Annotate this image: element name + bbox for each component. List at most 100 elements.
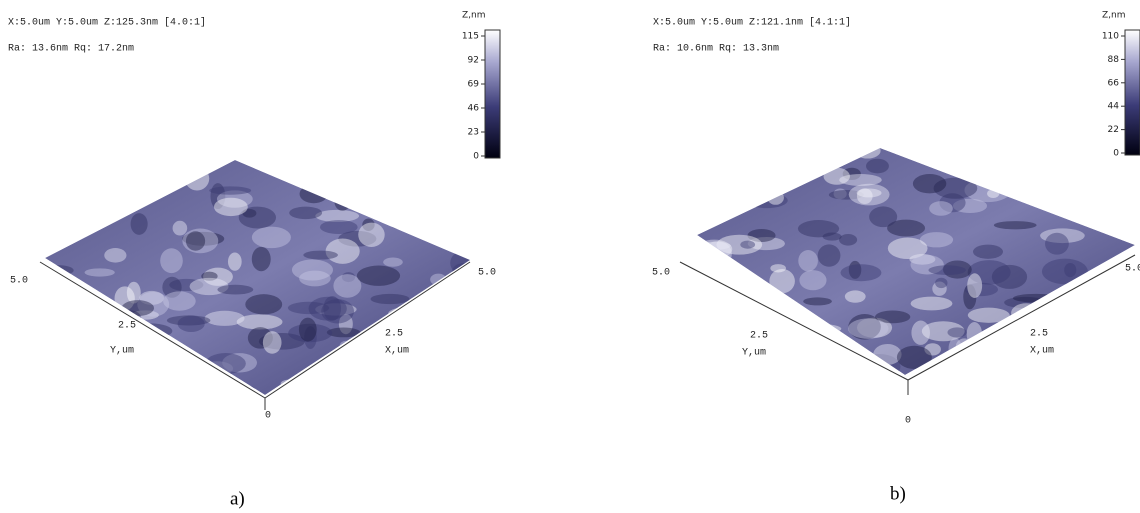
colorbar-tick-label: 69 [468,80,480,90]
surface-3d [26,149,480,405]
surface-feature [205,311,245,326]
surface-feature [848,318,889,338]
surface-base [45,160,470,395]
surface-feature [994,221,1037,229]
colorbar-tick-label: 23 [468,128,479,138]
surface-feature [1107,173,1138,192]
colorbar-tick-label: 0 [1113,149,1119,159]
surface-feature [911,297,953,311]
surface-feature [299,318,317,342]
surface-feature [339,379,379,391]
surface-feature [743,170,770,179]
surface-feature [55,323,90,339]
surface-feature [85,268,115,276]
surface-feature [709,309,734,330]
surface-feature [33,157,60,167]
surface-feature [288,302,329,314]
surface-feature [209,186,251,194]
surface-feature [726,302,763,322]
surface-feature [1002,138,1026,160]
surface-feature [122,300,154,316]
surface-feature [692,186,721,212]
surface-feature [1112,361,1128,380]
surface-feature [53,187,68,197]
surface-feature [1077,335,1116,349]
surface-feature [845,290,866,302]
surface-feature [798,250,818,271]
surface-feature [973,245,1003,259]
colorbar-tick-label: 88 [1108,55,1120,65]
surface-feature [364,176,409,193]
surface-feature [422,358,468,371]
surface-feature [348,360,362,373]
surface-feature [252,227,291,249]
surface-feature [46,149,88,173]
surface-feature [40,190,79,212]
surface-feature [798,220,839,237]
surface-feature [178,316,205,332]
surface-feature [357,266,400,286]
surface-feature [131,213,148,235]
surface-feature [841,264,882,281]
surface-feature [812,365,831,378]
surface-feature [300,185,328,204]
colorbar-tick-label: 44 [1108,102,1120,112]
surface-feature [967,273,982,298]
surface-feature [1060,163,1091,178]
surface-feature [929,201,953,216]
scan-header: X:5.0um Y:5.0um Z:121.1nm [4.1:1] [653,17,851,29]
colorbar [485,30,500,158]
colorbar-tick-label: 110 [1102,32,1119,42]
surface-feature [985,335,1021,343]
surface-feature [217,285,253,295]
axis-label: Y,um [110,346,134,357]
axis-label: 5.0 [652,268,670,279]
surface-feature [1097,344,1137,361]
surface-feature [412,371,441,394]
surface-feature [106,202,122,216]
surface-feature [911,321,930,345]
surface-feature [398,216,435,232]
surface-feature [320,220,358,234]
surface-feature [40,384,59,404]
colorbar-tick-label: 46 [468,104,480,114]
surface-feature [49,351,65,363]
surface-feature [754,307,777,324]
colorbar-tick-label: 22 [1108,125,1119,135]
surface-feature [415,356,459,380]
surface-feature [42,265,74,276]
surface-feature [700,277,720,290]
surface-feature [323,296,341,321]
surface-feature [404,304,430,318]
surface-feature [340,341,352,351]
surface-feature [980,367,999,375]
surface-feature [390,362,428,380]
surface-feature [36,294,56,315]
surface-feature [163,291,196,310]
axis-label: X,um [385,346,409,357]
surface-feature [705,291,719,307]
surface-feature [954,138,977,160]
surface-feature [968,308,1010,323]
surface-feature [418,335,458,351]
surface-feature [1034,363,1068,382]
surface-feature [185,167,209,191]
surface-feature [333,375,365,394]
axis-label: 0 [905,416,911,427]
surface-feature [263,331,282,354]
surface-feature [947,327,966,337]
surface-feature [50,201,91,227]
surface-feature [131,357,174,377]
surface-feature [700,179,732,200]
surface-feature [71,301,98,317]
figure: X:5.0um Y:5.0um Z:125.3nm [4.0:1]Ra: 13.… [0,0,1140,513]
axis-label: 2.5 [118,321,136,332]
axis-label: 2.5 [1030,329,1048,340]
surface-feature [391,219,414,229]
surface-feature [334,192,350,211]
surface-feature [799,270,826,290]
surface-feature [34,370,56,382]
surface-feature [362,173,407,195]
surface-feature [186,231,205,251]
surface-feature [429,341,445,358]
